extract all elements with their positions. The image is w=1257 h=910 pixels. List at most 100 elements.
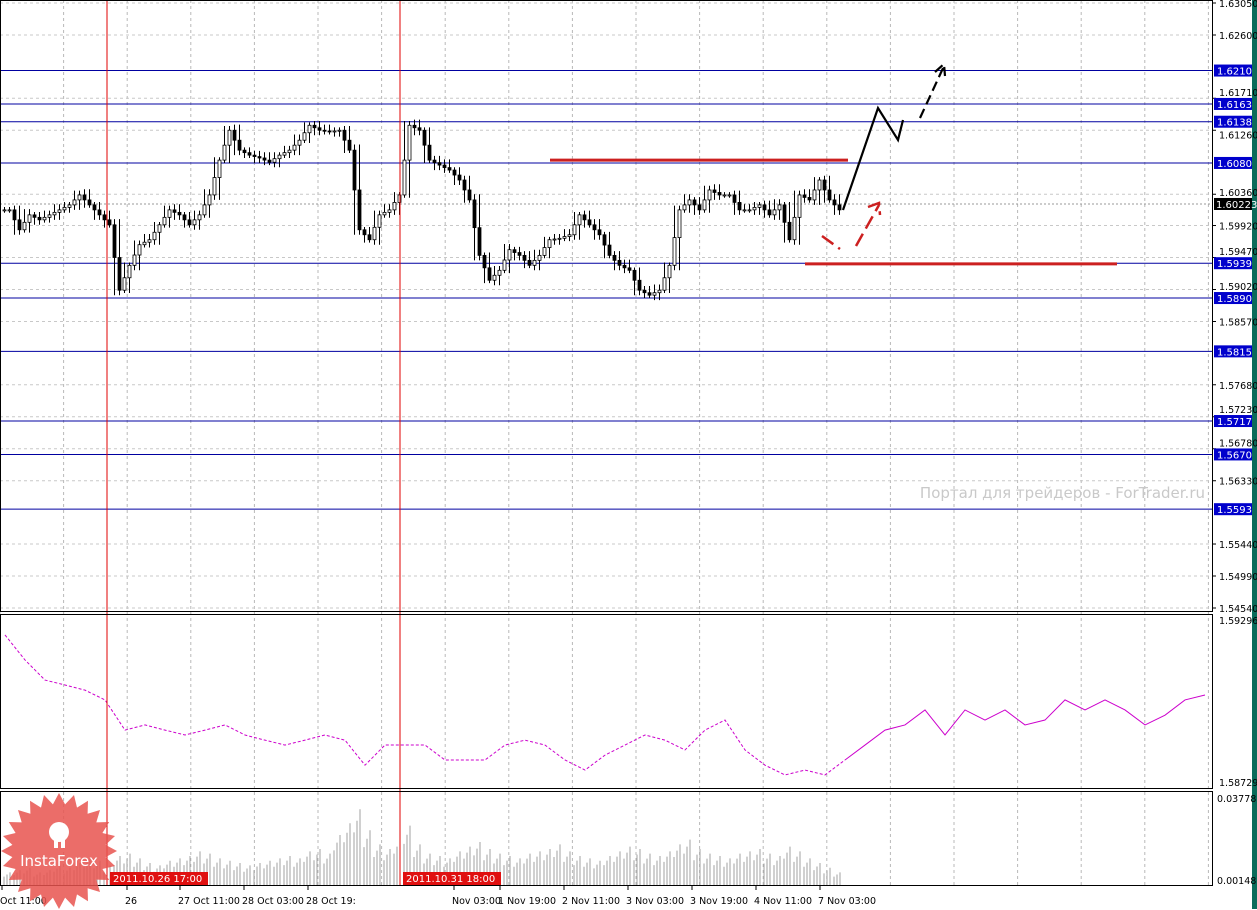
candle-body xyxy=(353,150,356,190)
candle-body xyxy=(693,200,696,205)
candle-body xyxy=(143,242,146,244)
candle-body xyxy=(48,215,51,217)
candle-body xyxy=(603,235,606,245)
candle-body xyxy=(668,265,671,277)
candles xyxy=(3,120,841,301)
indicator-tick-label: 1.59296 xyxy=(1219,616,1257,627)
candle-body xyxy=(243,150,246,152)
logo-text: InstaForex xyxy=(20,852,98,870)
candle-body xyxy=(293,145,296,150)
candle-body xyxy=(203,205,206,215)
candle-body xyxy=(288,150,291,152)
candle-body xyxy=(703,200,706,210)
candle-body xyxy=(728,195,731,196)
candle-body xyxy=(748,210,751,211)
time-tick-label: 1 Nov 19:00 xyxy=(498,896,556,907)
candle-body xyxy=(723,195,726,196)
candle-body xyxy=(458,175,461,180)
candle-body xyxy=(413,125,416,127)
candle-body xyxy=(573,225,576,235)
price-tick-label: 1.59920 xyxy=(1219,222,1257,233)
candle-body xyxy=(138,245,141,255)
candle-body xyxy=(583,215,586,220)
level-label: 1.5593 xyxy=(1217,505,1252,516)
candle-body xyxy=(793,217,796,239)
marker-label: 2011.10.26 17:00 xyxy=(113,874,202,885)
volume-tick-label: 0.00148 xyxy=(1217,876,1256,887)
candle-body xyxy=(593,225,596,230)
candle-body xyxy=(733,195,736,202)
candle-body xyxy=(248,153,251,155)
candle-body xyxy=(528,260,531,265)
candle-body xyxy=(338,130,341,131)
candle-body xyxy=(3,210,6,211)
candle-body xyxy=(93,205,96,210)
candle-body xyxy=(758,205,761,207)
time-tick-label: 4 Nov 11:00 xyxy=(754,896,812,907)
candle-body xyxy=(343,130,346,140)
candle-body xyxy=(428,145,431,160)
candle-body xyxy=(753,207,756,209)
current-price-label: 1.60223 xyxy=(1216,200,1257,211)
candle-body xyxy=(518,253,521,256)
candle-body xyxy=(183,215,186,220)
indicator-line xyxy=(5,635,1205,775)
candle-body xyxy=(788,222,791,239)
price-tick-label: 1.54540 xyxy=(1219,604,1257,615)
candle-body xyxy=(698,205,701,210)
candle-body xyxy=(18,220,21,230)
candle-body xyxy=(513,250,516,253)
level-label: 1.5890 xyxy=(1217,294,1252,305)
candle-body xyxy=(43,217,46,219)
candle-body xyxy=(478,228,481,256)
time-tick-label: 2 Nov 11:00 xyxy=(562,896,620,907)
candle-body xyxy=(503,260,506,270)
candle-body xyxy=(408,125,411,160)
level-label: 1.5670 xyxy=(1217,450,1252,461)
time-tick-label: 28 Oct 03:00 xyxy=(242,896,304,907)
level-label: 1.6163 xyxy=(1217,100,1252,111)
candle-body xyxy=(763,205,766,210)
candle-body xyxy=(298,140,301,145)
price-tick-label: 1.62600 xyxy=(1219,31,1257,42)
candle-body xyxy=(218,160,221,177)
candle-body xyxy=(543,248,546,256)
candle-body xyxy=(173,210,176,212)
candle-body xyxy=(363,230,366,235)
candle-body xyxy=(283,153,286,155)
candle-body xyxy=(388,210,391,212)
candle-body xyxy=(743,210,746,211)
candle-body xyxy=(833,200,836,205)
candle-body xyxy=(663,278,666,290)
candle-body xyxy=(768,210,771,215)
candle-body xyxy=(803,195,806,197)
candle-body xyxy=(163,217,166,224)
grid xyxy=(0,0,1212,886)
candle-body xyxy=(273,159,276,163)
candle-body xyxy=(443,165,446,167)
level-label: 1.5939 xyxy=(1217,259,1252,270)
candle-body xyxy=(188,220,191,225)
candle-body xyxy=(108,220,111,225)
candle-body xyxy=(823,180,826,190)
price-tick-label: 1.60360 xyxy=(1219,188,1257,199)
candle-body xyxy=(508,250,511,260)
forecast-arrow-black-dashed xyxy=(920,64,945,118)
candle-body xyxy=(278,155,281,159)
candle-body xyxy=(128,265,131,277)
candle-body xyxy=(463,180,466,190)
level-label: 1.5815 xyxy=(1217,347,1252,358)
candle-body xyxy=(423,130,426,145)
price-axis: 1.630501.626001.617101.612601.603601.599… xyxy=(1212,0,1257,887)
candle-body xyxy=(268,160,271,162)
candle-body xyxy=(368,235,371,240)
candle-body xyxy=(438,163,441,165)
candle-body xyxy=(568,235,571,237)
candle-body xyxy=(178,212,181,214)
candle-body xyxy=(498,270,501,275)
price-tick-label: 1.59020 xyxy=(1219,282,1257,293)
candle-body xyxy=(238,140,241,150)
candle-body xyxy=(63,207,66,209)
